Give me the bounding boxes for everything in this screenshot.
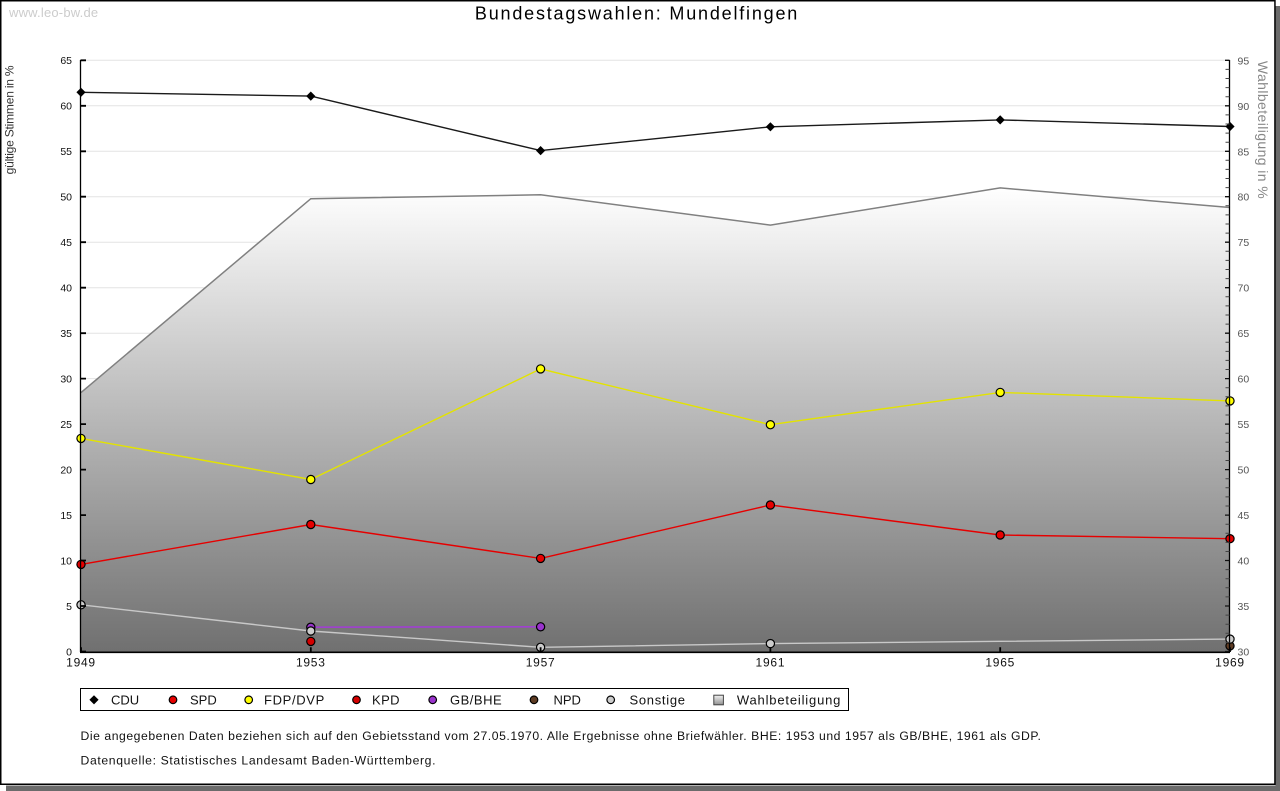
svg-text:90: 90: [1238, 101, 1250, 113]
svg-text:75: 75: [1238, 237, 1250, 249]
svg-text:1969: 1969: [1215, 656, 1245, 670]
svg-text:Wahlbeteiligung: Wahlbeteiligung: [737, 692, 841, 707]
svg-text:50: 50: [60, 192, 72, 204]
svg-text:65: 65: [1238, 328, 1250, 340]
svg-text:45: 45: [1238, 510, 1250, 522]
svg-text:gültige Stimmen in %: gültige Stimmen in %: [3, 65, 17, 174]
svg-text:CDU: CDU: [111, 692, 139, 707]
svg-text:30: 30: [60, 374, 72, 386]
svg-text:30: 30: [1238, 647, 1250, 659]
svg-text:70: 70: [1238, 283, 1250, 295]
svg-text:35: 35: [60, 328, 72, 340]
svg-text:60: 60: [1238, 374, 1250, 386]
svg-text:KPD: KPD: [372, 692, 400, 707]
svg-text:55: 55: [60, 146, 72, 158]
svg-text:1953: 1953: [296, 656, 326, 670]
svg-text:40: 40: [60, 283, 72, 295]
svg-text:60: 60: [60, 101, 72, 113]
svg-text:5: 5: [66, 601, 72, 613]
svg-text:NPD: NPD: [554, 692, 581, 707]
svg-text:10: 10: [60, 555, 72, 567]
svg-text:Sonstige: Sonstige: [630, 692, 686, 707]
svg-text:25: 25: [60, 419, 72, 431]
svg-text:0: 0: [66, 646, 72, 658]
svg-text:1957: 1957: [526, 656, 556, 670]
svg-text:85: 85: [1238, 146, 1250, 158]
svg-text:FDP/DVP: FDP/DVP: [264, 692, 325, 707]
svg-text:1961: 1961: [756, 656, 786, 670]
svg-text:1965: 1965: [985, 656, 1015, 670]
svg-text:Bundestagswahlen: Mundelfingen: Bundestagswahlen: Mundelfingen: [475, 4, 799, 24]
svg-text:65: 65: [60, 55, 72, 67]
svg-text:Die angegebenen Daten beziehen: Die angegebenen Daten beziehen sich auf …: [81, 729, 1042, 743]
svg-text:55: 55: [1238, 419, 1250, 431]
svg-text:95: 95: [1238, 55, 1250, 67]
svg-text:www.leo-bw.de: www.leo-bw.de: [8, 5, 98, 20]
svg-text:15: 15: [60, 510, 72, 522]
svg-text:45: 45: [60, 237, 72, 249]
svg-text:Wahlbeteiligung in %: Wahlbeteiligung in %: [1255, 61, 1271, 199]
svg-text:1949: 1949: [66, 656, 96, 670]
svg-text:80: 80: [1238, 192, 1250, 204]
svg-text:GB/BHE: GB/BHE: [450, 692, 502, 707]
svg-text:35: 35: [1238, 601, 1250, 613]
svg-text:40: 40: [1238, 556, 1250, 568]
svg-text:50: 50: [1238, 465, 1250, 477]
svg-text:20: 20: [60, 465, 72, 477]
svg-text:SPD: SPD: [190, 692, 217, 707]
svg-text:Datenquelle: Statistisches Lan: Datenquelle: Statistisches Landesamt Bad…: [81, 754, 437, 768]
